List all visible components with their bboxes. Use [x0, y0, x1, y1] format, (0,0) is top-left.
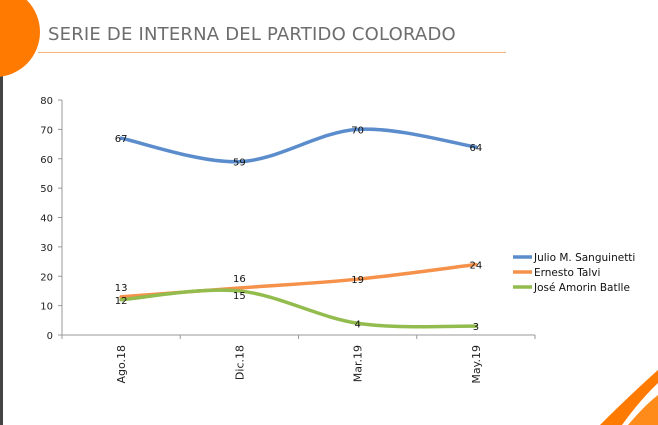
orange-swoosh-decoration-2 — [628, 395, 658, 425]
x-tick-label: May.19 — [470, 345, 483, 384]
y-tick-label: 80 — [40, 96, 53, 107]
y-tick-label: 60 — [40, 155, 53, 166]
data-label: 16 — [233, 274, 246, 285]
data-label: 13 — [115, 283, 128, 294]
x-tick-label: Mar.19 — [352, 345, 365, 382]
x-tick-label: Ago.18 — [115, 345, 128, 384]
data-label: 19 — [351, 275, 364, 286]
data-label: 24 — [470, 261, 483, 272]
data-label: 12 — [115, 296, 128, 307]
series-line-0 — [119, 127, 478, 164]
title-underline — [38, 52, 506, 53]
orange-swoosh-decoration — [600, 370, 658, 425]
legend-entry: Ernesto Talvi — [534, 267, 600, 279]
data-label: 15 — [233, 291, 246, 302]
y-tick-label: 10 — [40, 302, 53, 313]
slide-title: SERIE DE INTERNA DEL PARTIDO COLORADO — [48, 24, 456, 45]
y-tick-label: 0 — [47, 331, 53, 342]
legend-entry: Julio M. Sanguinetti — [533, 252, 635, 264]
data-label: 4 — [354, 319, 360, 330]
y-tick-label: 30 — [40, 243, 53, 254]
y-tick-label: 40 — [40, 214, 53, 225]
data-label: 64 — [470, 143, 483, 154]
data-label: 67 — [115, 134, 128, 145]
series-line-2 — [119, 288, 478, 329]
y-tick-label: 70 — [40, 125, 53, 136]
orange-circle-decoration — [0, 0, 40, 77]
left-border — [0, 0, 3, 425]
data-label: 59 — [233, 158, 246, 169]
legend-entry: José Amorin Batlle — [533, 282, 630, 294]
y-tick-label: 20 — [40, 272, 53, 283]
y-tick-label: 50 — [40, 184, 53, 195]
data-label: 3 — [473, 322, 479, 333]
x-tick-label: Dic.18 — [233, 345, 246, 380]
data-label: 70 — [351, 125, 364, 136]
